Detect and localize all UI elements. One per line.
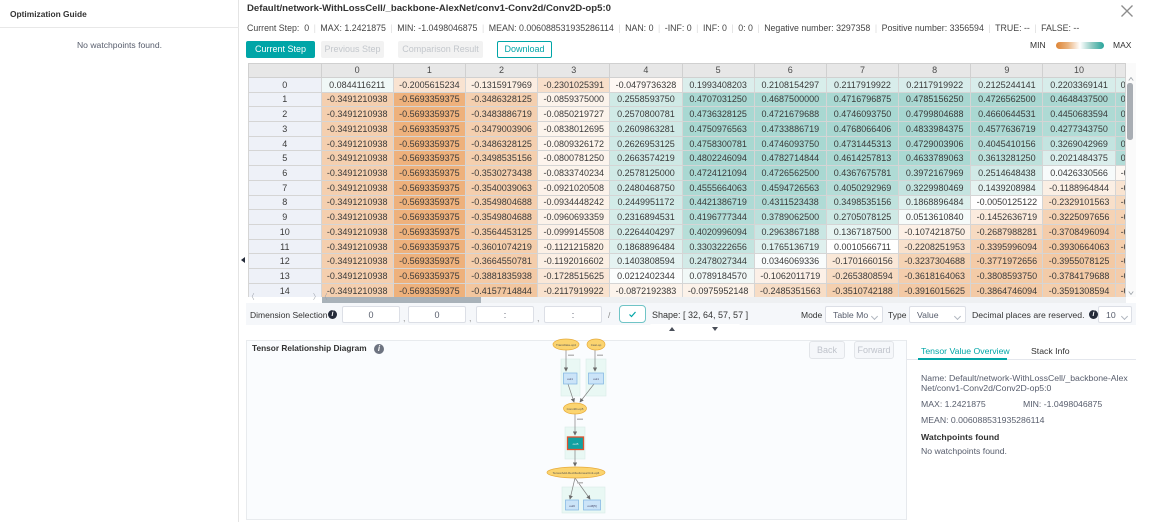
svg-text:out5: out5 [573,442,579,446]
svg-text:TensorAdd-RectifiedLinearUnit-: TensorAdd-RectifiedLinearUnit-op6 [553,471,600,475]
svg-text:out1: out1 [567,377,573,381]
svg-text:out6: out6 [569,504,575,508]
svg-text:Cast-op: Cast-op [591,343,602,347]
svg-text:Conv2D-op5: Conv2D-op5 [567,407,584,411]
svg-text:out1: out1 [593,377,599,381]
svg-text:TransData-op4: TransData-op4 [556,343,576,347]
svg-text:out6[5]: out6[5] [587,504,596,508]
